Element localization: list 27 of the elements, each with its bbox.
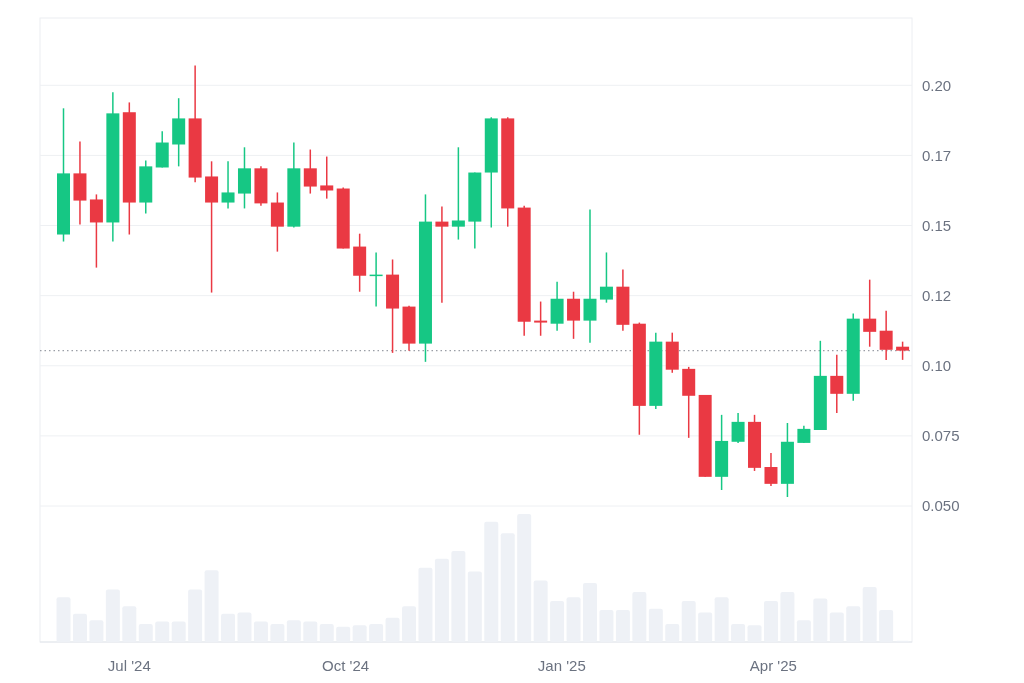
x-tick-label: Oct '24 [322,657,370,674]
candlestick [435,205,449,304]
candlestick [896,340,910,361]
y-tick-label: 0.17 [922,146,952,164]
y-tick-label: 0.20 [922,76,952,94]
y-tick-label: 0.10 [922,357,952,375]
x-tick-label: Apr '25 [749,657,797,674]
candlestick [764,452,778,487]
candlestick [451,146,465,241]
y-tick-label: 0.050 [922,497,960,515]
candlestick [89,193,103,269]
y-tick-label: 0.075 [922,427,960,445]
candlestick [731,412,745,444]
candlestick [863,278,877,348]
candlestick [830,354,844,414]
candlestick [599,251,613,304]
y-tick-label: 0.12 [922,286,952,304]
x-tick-label: Jul '24 [107,657,151,674]
candlestick [583,208,597,344]
x-tick-label: Jan '25 [537,657,586,674]
candlestick [221,160,235,210]
candlestick [534,300,548,337]
candlestick [567,290,581,340]
candlestick [320,155,334,200]
candlestick [303,148,317,195]
y-tick-label: 0.15 [922,216,952,234]
candlestick [879,310,893,361]
